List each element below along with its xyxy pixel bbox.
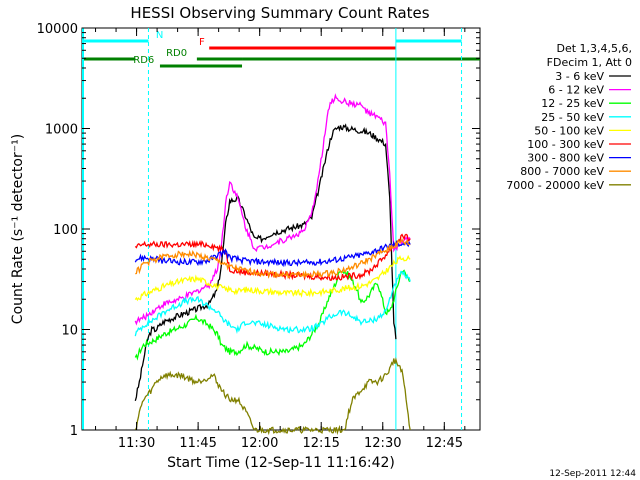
legend-entry-label: 7000 - 20000 keV [506, 179, 604, 192]
legend-entry-label: 100 - 300 keV [527, 138, 604, 151]
rd6-label: RD6 [133, 55, 154, 66]
series-line [134, 254, 411, 302]
series-line [134, 357, 411, 436]
footer-date: 12-Sep-2011 12:44 [549, 469, 636, 479]
legend-entry-label: 3 - 6 keV [555, 70, 604, 83]
legend-title-line: Det 1,3,4,5,6, [556, 42, 632, 55]
series-layer [134, 93, 411, 436]
series-line [135, 237, 411, 279]
x-tick-label: 12:15 [302, 436, 339, 451]
f-label: F [199, 37, 205, 48]
legend-title-line: FDecim 1, Att 0 [547, 56, 632, 69]
chart-title: HESSI Observing Summary Count Rates [130, 4, 429, 22]
series-line [134, 240, 411, 268]
y-tick-label: 1 [70, 424, 78, 439]
legend-entry-label: 300 - 800 keV [527, 152, 604, 165]
x-tick-label: 11:45 [179, 436, 216, 451]
legend-entry-label: 50 - 100 keV [534, 124, 604, 137]
x-tick-label: 12:45 [426, 436, 463, 451]
series-line [134, 269, 411, 361]
x-tick-label: 11:30 [118, 436, 155, 451]
series-line [134, 93, 411, 326]
y-axis-label: Count Rate (s⁻¹ detector⁻¹) [10, 134, 26, 324]
axis-layer: 1 10 100 1000 10000 11:30 11:45 12:00 12:15 12:30… [37, 22, 480, 451]
y-tick-label: 1000 [45, 123, 78, 138]
legend-entry-label: 800 - 7000 keV [520, 165, 604, 178]
y-tick-label: 10000 [37, 22, 78, 37]
rd0-label: RD0 [166, 48, 187, 59]
series-line [134, 123, 397, 401]
legend-entry-label: 25 - 50 keV [541, 111, 604, 124]
n-label: N [156, 30, 163, 41]
x-tick-label: 12:00 [241, 436, 278, 451]
y-tick-label: 100 [53, 223, 78, 238]
series-line [134, 270, 411, 337]
x-axis-label: Start Time (12-Sep-11 11:16:42) [167, 455, 395, 471]
y-tick-label: 10 [61, 324, 78, 339]
legend-entry-label: 6 - 12 keV [548, 84, 604, 97]
legend-entry-label: 12 - 25 keV [541, 97, 604, 110]
x-tick-label: 12:30 [364, 436, 401, 451]
legend: Det 1,3,4,5,6,FDecim 1, Att 03 - 6 keV6 … [506, 42, 632, 192]
